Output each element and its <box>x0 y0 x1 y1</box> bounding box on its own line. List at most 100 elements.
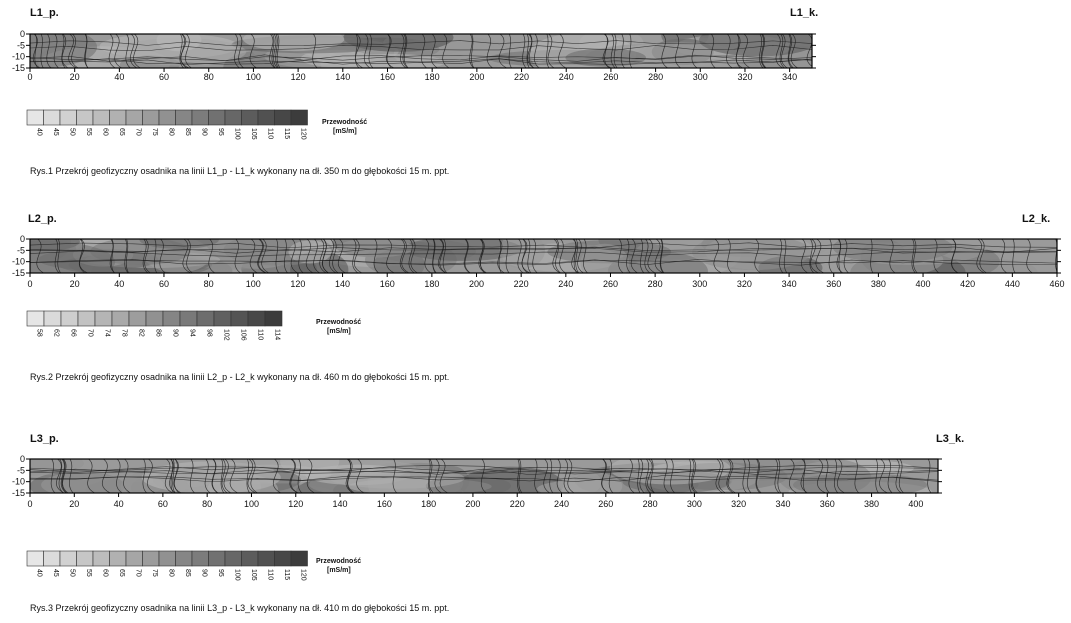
legend-level-label: 78 <box>121 329 128 337</box>
x-tick-label: 260 <box>603 279 618 289</box>
contour-line <box>534 459 539 493</box>
contour-line <box>567 459 575 493</box>
contour-line <box>313 239 320 273</box>
contour-line <box>123 459 131 493</box>
contour-line <box>30 470 938 475</box>
contour-line <box>620 34 625 68</box>
contour-line <box>186 239 193 273</box>
contour-line <box>521 239 530 273</box>
section-1-end-label: L1_k. <box>790 7 818 19</box>
contour-line <box>575 239 579 273</box>
contour-line <box>56 459 65 493</box>
contour-line <box>111 239 115 273</box>
x-tick-label: 320 <box>737 72 752 82</box>
contour-line <box>464 239 471 273</box>
section-1-caption: Rys.1 Przekrój geofizyczny osadnika na l… <box>30 166 449 176</box>
contour-line <box>675 34 681 68</box>
legend-swatch <box>26 550 44 567</box>
contour-line <box>30 474 938 482</box>
contour-line <box>628 459 635 493</box>
x-tick-label: 100 <box>246 279 261 289</box>
legend-swatch <box>142 109 160 126</box>
contour-line <box>727 459 736 493</box>
contour-line <box>563 459 570 493</box>
contour-line <box>838 239 842 273</box>
contour-line <box>779 239 784 273</box>
contour-line <box>30 468 938 476</box>
contour-line <box>654 239 664 273</box>
contour-line <box>144 239 151 273</box>
contour-line <box>61 34 66 68</box>
contour-line <box>710 34 716 68</box>
legend-swatch <box>264 310 283 327</box>
contour-line <box>613 34 618 68</box>
legend-swatch <box>43 550 61 567</box>
x-tick-label: 400 <box>908 499 923 509</box>
contour-line <box>479 239 487 273</box>
legend-level-label: 110 <box>266 128 273 139</box>
contour-line <box>54 239 60 273</box>
contour-line <box>179 34 184 68</box>
contour-line <box>182 239 191 273</box>
contour-line <box>637 459 641 493</box>
contour-line <box>355 34 364 68</box>
contour-line <box>534 34 540 68</box>
contour-line <box>154 239 158 273</box>
contour-line <box>133 34 141 68</box>
contour-line <box>469 34 474 68</box>
legend-level-label: 120 <box>299 569 306 581</box>
legend-level-label: 102 <box>223 329 230 341</box>
legend-swatch <box>145 310 164 327</box>
x-tick-label: 60 <box>159 72 169 82</box>
legend-level-label: 80 <box>167 569 174 577</box>
contour-line <box>577 239 584 273</box>
section-2-legend-title: Przewodność <box>316 319 361 326</box>
x-tick-label: 300 <box>692 279 707 289</box>
contour-line <box>604 34 610 68</box>
x-tick-label: 20 <box>70 72 80 82</box>
x-tick-label: 120 <box>291 72 306 82</box>
contour-line <box>53 34 59 68</box>
contour-line <box>895 459 902 493</box>
x-tick-label: 420 <box>960 279 975 289</box>
y-tick-label: -15 <box>12 268 25 278</box>
legend-level-label: 55 <box>85 569 92 577</box>
x-tick-label: 0 <box>27 499 32 509</box>
contour-line <box>30 464 938 471</box>
contour-line <box>442 239 448 273</box>
section-1-x-axis: 0 20 40 60 80 100 120 140 160 180 200 220 240 260 280 3… <box>27 68 797 82</box>
contour-line <box>329 239 337 273</box>
legend-level-label: 95 <box>217 128 224 136</box>
contour-line <box>610 34 616 68</box>
x-tick-label: 40 <box>114 279 124 289</box>
x-tick-label: 240 <box>558 279 573 289</box>
legend-swatch <box>241 109 259 126</box>
contour-line <box>322 239 329 273</box>
contour-line <box>659 239 664 273</box>
conductivity-patch <box>609 459 731 485</box>
contour-line <box>220 459 225 493</box>
contour-line <box>430 34 438 68</box>
section-3-legend: 40 45 50 55 60 65 70 75 80 85 90 95 100 105 110 115 120 <box>26 550 308 581</box>
contour-line <box>373 239 379 273</box>
contour-line <box>249 34 257 68</box>
section-2-legend-unit: [mS/m] <box>327 328 351 335</box>
legend-level-label: 62 <box>53 329 60 337</box>
contour-line <box>125 34 131 68</box>
contour-line <box>36 239 44 273</box>
legend-level-label: 45 <box>52 128 59 136</box>
legend-swatch <box>208 109 226 126</box>
contour-line <box>480 459 487 493</box>
legend-swatch <box>76 550 94 567</box>
contour-line <box>760 34 766 68</box>
contour-line <box>30 44 812 52</box>
contour-line <box>142 459 147 493</box>
contour-line <box>275 34 279 68</box>
legend-swatch <box>94 310 113 327</box>
contour-line <box>726 34 733 68</box>
conductivity-patch <box>30 240 116 273</box>
contour-line <box>843 239 849 273</box>
x-tick-label: 280 <box>648 279 663 289</box>
contour-line <box>276 34 281 68</box>
contour-line <box>46 34 52 68</box>
